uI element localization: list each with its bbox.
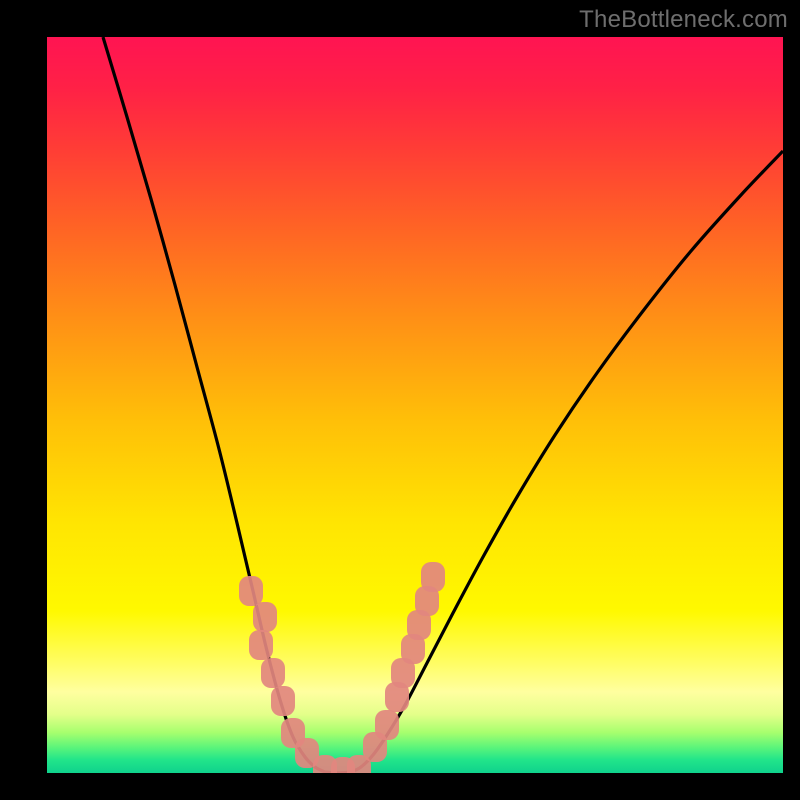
chart-canvas: TheBottleneck.com — [0, 0, 800, 800]
data-marker — [253, 602, 277, 632]
data-marker — [375, 710, 399, 740]
data-marker — [421, 562, 445, 592]
data-marker — [239, 576, 263, 606]
curve-layer — [47, 37, 783, 773]
plot-area — [47, 37, 783, 773]
data-marker — [249, 630, 273, 660]
watermark-text: TheBottleneck.com — [579, 6, 788, 34]
data-marker — [261, 658, 285, 688]
data-markers — [239, 562, 445, 773]
bottleneck-curve — [103, 37, 783, 773]
data-marker — [271, 686, 295, 716]
